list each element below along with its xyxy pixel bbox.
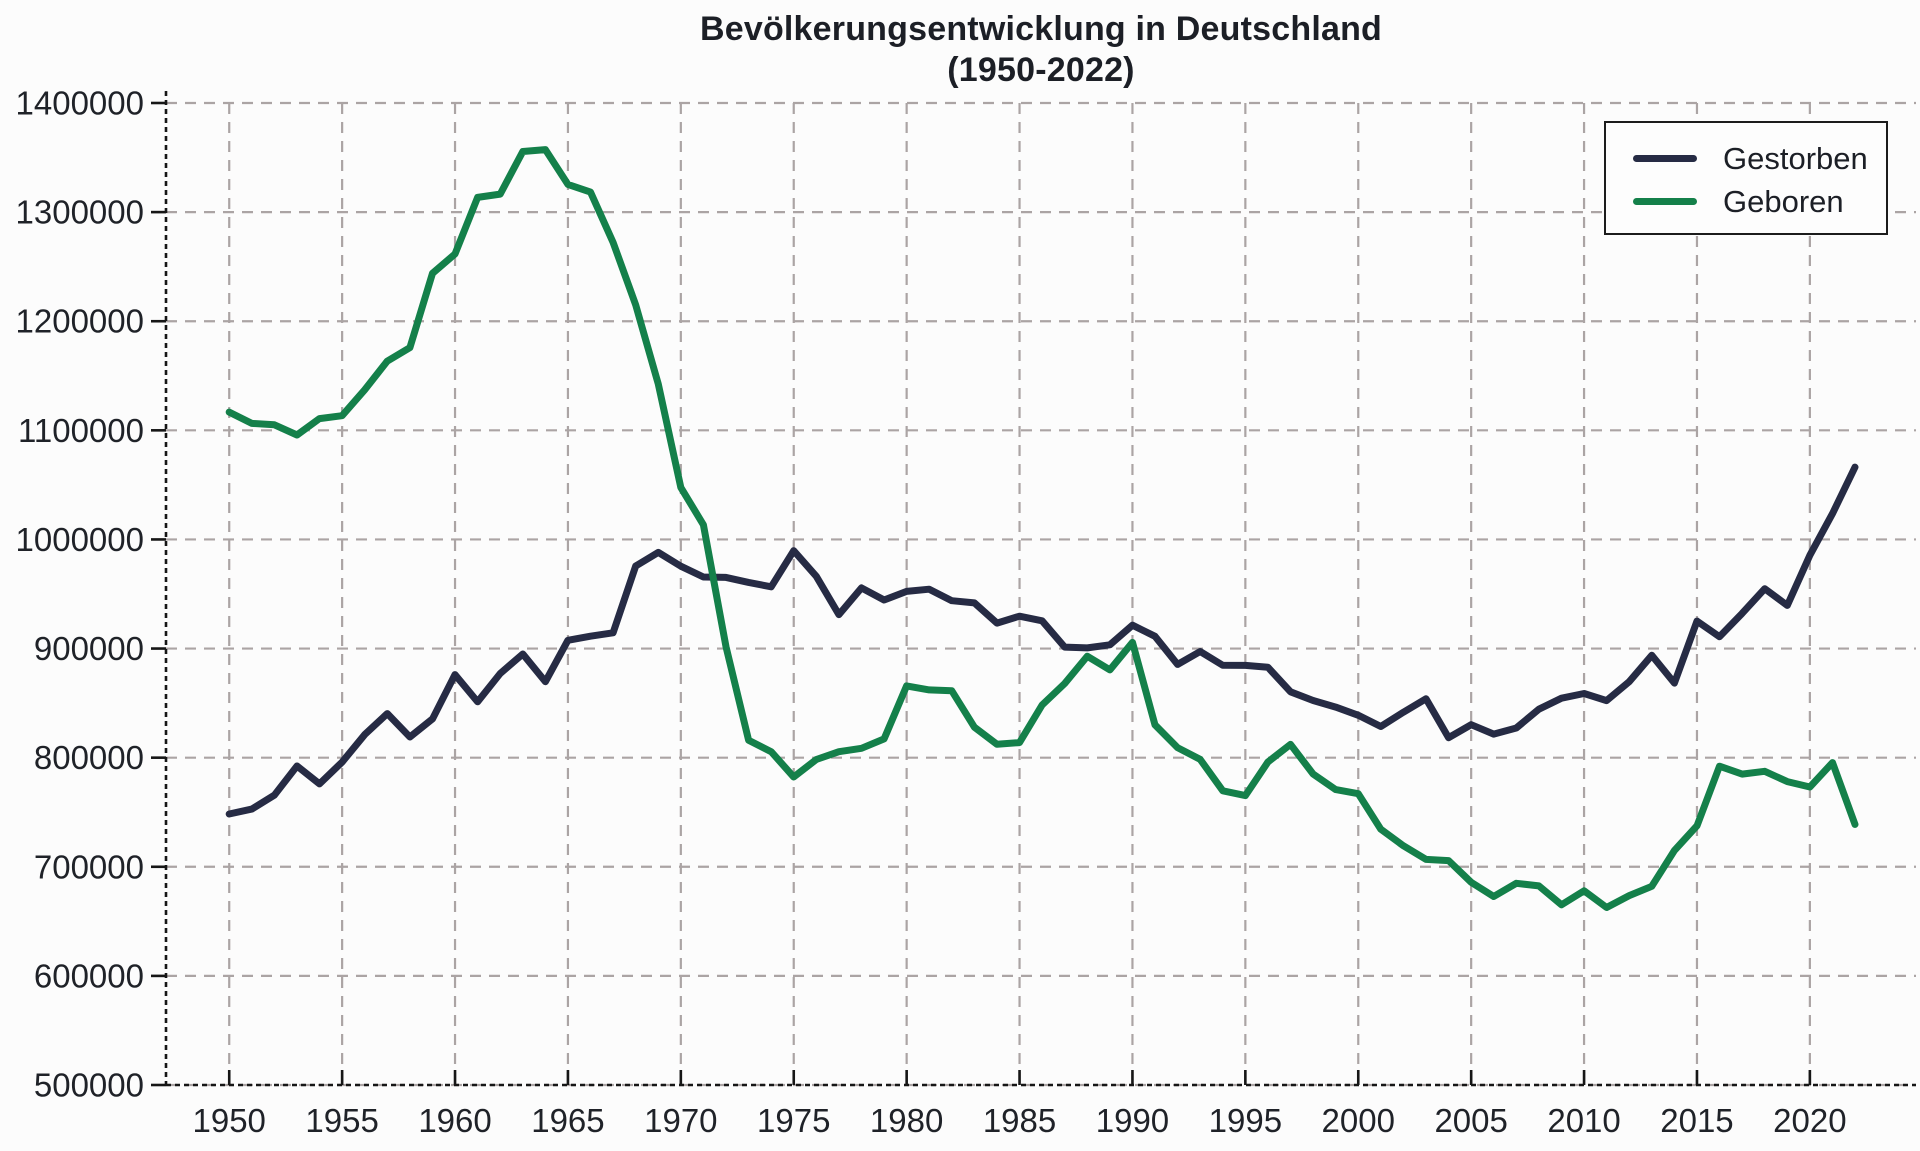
x-tick-label: 2015 (1660, 1102, 1733, 1139)
x-tick-label: 2020 (1773, 1102, 1846, 1139)
tick-marks (151, 101, 1812, 1087)
y-tick-label: 1300000 (16, 194, 144, 231)
y-tick-label: 500000 (34, 1067, 144, 1104)
gestorben-line-swatch (1633, 155, 1697, 162)
x-tick-label: 2005 (1434, 1102, 1507, 1139)
x-tick-label: 1975 (757, 1102, 830, 1139)
x-tick-label: 1955 (305, 1102, 378, 1139)
x-tick-label: 2000 (1322, 1102, 1395, 1139)
y-tick-label: 700000 (34, 848, 144, 885)
y-tick-label: 800000 (34, 739, 144, 776)
legend-label-gestorben: Gestorben (1723, 140, 1868, 176)
x-tick-label: 1990 (1096, 1102, 1169, 1139)
x-tick-label: 1960 (418, 1102, 491, 1139)
y-tick-label: 600000 (34, 957, 144, 994)
gestorben-line (225, 463, 1859, 818)
x-tick-label: 1965 (531, 1102, 604, 1139)
y-tick-label: 1000000 (16, 521, 144, 558)
geboren-line-swatch (1633, 198, 1697, 205)
legend-label-geboren: Geboren (1723, 183, 1844, 219)
y-tick-label: 1400000 (16, 85, 144, 122)
legend-item-gestorben: Gestorben (1633, 137, 1886, 180)
legend-item-geboren: Geboren (1633, 180, 1886, 223)
x-tick-label: 1950 (193, 1102, 266, 1139)
y-tick-label: 1200000 (16, 303, 144, 340)
x-axis-labels: 1950 1955 1960 1965 1970 1975 1980 1985 1990 1995… (193, 1102, 1847, 1139)
axes-spines (164, 91, 1916, 1087)
x-tick-label: 1970 (644, 1102, 717, 1139)
x-tick-label: 2010 (1547, 1102, 1620, 1139)
y-tick-label: 900000 (34, 630, 144, 667)
geboren-line (225, 146, 1859, 911)
y-axis-labels: 500000 600000 700000 800000 900000 1000000 110… (16, 85, 144, 1104)
x-tick-label: 1995 (1209, 1102, 1282, 1139)
x-tick-label: 1980 (870, 1102, 943, 1139)
x-tick-label: 1985 (983, 1102, 1056, 1139)
legend: Gestorben Geboren (1604, 121, 1888, 235)
gridlines (166, 101, 1916, 1087)
y-tick-label: 1100000 (18, 412, 144, 449)
